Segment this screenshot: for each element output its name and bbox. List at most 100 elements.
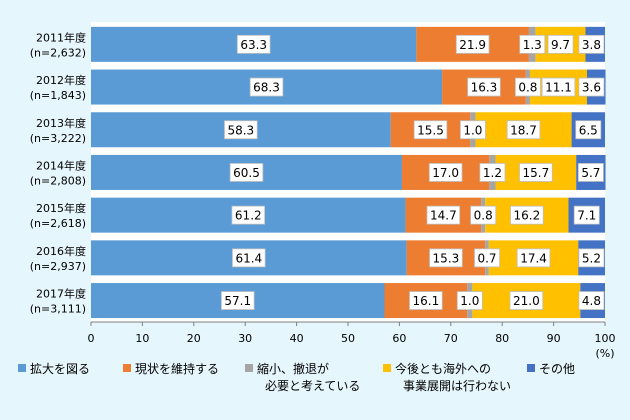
legend-swatch	[383, 364, 391, 372]
data-label-box	[541, 77, 576, 97]
legend-label: その他	[539, 362, 575, 376]
legend-label: 現状を維持する	[135, 361, 219, 376]
data-label-box	[229, 163, 264, 182]
data-label-box	[249, 77, 284, 97]
x-tick-label: 50	[341, 332, 355, 345]
category-label-year: 2013年度	[36, 116, 86, 130]
data-label-box	[479, 163, 506, 182]
data-label-box	[519, 163, 553, 182]
data-label: 61.2	[235, 209, 262, 223]
data-label: 15.5	[417, 123, 444, 137]
legend-label: 必要と考えている	[265, 379, 360, 393]
data-label-box	[429, 248, 463, 268]
data-label-box	[459, 120, 486, 140]
y-axis-labels: 2011年度 (n=2,632) 2012年度 (n=1,843) 2013年度 (n=3…	[30, 30, 86, 315]
category-label-year: 2017年度	[36, 287, 86, 301]
data-label: 5.7	[581, 166, 600, 180]
data-label: 3.6	[582, 81, 601, 95]
data-label-box	[474, 248, 500, 268]
data-label: 0.8	[474, 209, 493, 223]
data-label-box	[575, 120, 602, 140]
legend-swatch	[123, 364, 131, 372]
data-label: 14.7	[430, 209, 457, 223]
data-label: 0.8	[518, 81, 537, 95]
x-axis-unit: (%)	[595, 347, 614, 360]
data-label: 4.8	[582, 294, 601, 308]
legend-swatch	[245, 364, 253, 372]
data-label: 9.7	[551, 38, 570, 52]
legend-swatch	[18, 364, 26, 372]
data-label: 15.3	[433, 251, 460, 265]
category-label-n: (n=1,843)	[30, 89, 86, 102]
data-label: 1.0	[460, 294, 479, 308]
data-label: 61.4	[235, 251, 262, 265]
data-label-box	[514, 77, 541, 97]
data-label-box	[578, 77, 605, 97]
data-label-box	[578, 34, 605, 54]
data-label-box	[426, 205, 461, 225]
data-label: 18.7	[510, 123, 537, 137]
legend-label: 事業展開は行わない	[403, 379, 511, 393]
data-label-box	[231, 205, 266, 225]
category-label-year: 2011年度	[36, 30, 86, 44]
data-label-box	[577, 163, 604, 182]
data-label: 57.1	[224, 294, 251, 308]
data-label-box	[506, 120, 541, 140]
data-label-box	[409, 291, 443, 310]
data-label: 3.8	[582, 38, 601, 52]
data-label: 17.0	[432, 166, 459, 180]
x-tick-label: 80	[495, 332, 509, 345]
category-label-year: 2012年度	[36, 73, 86, 87]
data-label-box	[455, 34, 490, 54]
data-label-box	[236, 34, 271, 54]
data-label: 17.4	[520, 251, 547, 265]
data-label: 16.1	[413, 294, 440, 308]
data-label-box	[220, 291, 255, 310]
legend-label: 今後とも海外への	[395, 361, 491, 376]
x-axis-ticks: 0 10 20 30 40 50 60 70 80 90 100	[88, 322, 616, 345]
data-label: 1.0	[463, 123, 482, 137]
data-label: 7.1	[577, 209, 596, 223]
category-label-year: 2015年度	[36, 201, 86, 215]
data-label-box	[467, 77, 501, 97]
x-tick-label: 0	[88, 332, 95, 345]
data-label: 6.5	[579, 123, 598, 137]
category-label-n: (n=3,222)	[30, 132, 86, 145]
data-label: 21.0	[513, 294, 540, 308]
x-tick-label: 60	[392, 332, 406, 345]
data-label-box	[519, 34, 546, 54]
data-label-box	[232, 248, 266, 268]
data-label-box	[509, 291, 544, 310]
legend-label: 拡大を図る	[30, 362, 90, 376]
data-label: 58.3	[227, 123, 254, 137]
x-tick-label: 30	[238, 332, 252, 345]
data-label: 68.3	[253, 81, 280, 95]
x-tick-label: 40	[290, 332, 304, 345]
data-label: 0.7	[477, 251, 496, 265]
category-label-year: 2016年度	[36, 244, 86, 258]
x-tick-label: 20	[187, 332, 201, 345]
data-label-box	[470, 205, 497, 225]
data-label-box	[428, 163, 463, 182]
category-label-n: (n=2,808)	[30, 174, 86, 187]
data-label-box	[578, 291, 605, 310]
x-tick-label: 10	[135, 332, 149, 345]
x-tick-label: 70	[444, 332, 458, 345]
bars: 63.3 21.9 1.3 9.7 3.8 68.3 16.3 0.8 11.1 3.6 58.3 1…	[91, 26, 606, 319]
data-label-box	[573, 205, 600, 225]
data-label-box	[578, 248, 605, 268]
category-label-n: (n=2,632)	[30, 46, 86, 59]
data-label: 5.2	[582, 251, 601, 265]
category-label-year: 2014年度	[36, 158, 86, 172]
data-label-box	[456, 291, 483, 310]
data-label-box	[224, 120, 258, 140]
data-label-box	[510, 205, 544, 225]
data-label-box	[516, 248, 551, 268]
data-label: 1.2	[483, 166, 502, 180]
legend-swatch	[527, 364, 535, 372]
category-label-n: (n=2,937)	[30, 260, 86, 273]
data-label: 15.7	[523, 166, 550, 180]
category-label-n: (n=3,111)	[30, 303, 86, 316]
